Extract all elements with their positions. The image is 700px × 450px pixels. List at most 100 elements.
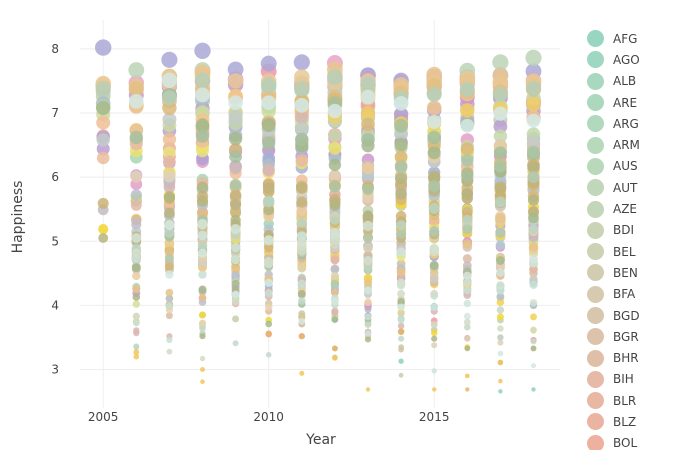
data-point[interactable]	[427, 100, 442, 116]
data-point[interactable]	[463, 299, 471, 308]
data-point[interactable]	[398, 346, 404, 353]
data-point[interactable]	[394, 150, 408, 164]
data-point[interactable]	[296, 196, 308, 208]
data-point[interactable]	[198, 286, 207, 294]
data-point[interactable]	[394, 118, 408, 133]
data-point[interactable]	[459, 81, 475, 97]
data-point[interactable]	[463, 312, 471, 320]
data-point[interactable]	[494, 160, 507, 173]
data-point[interactable]	[463, 286, 472, 295]
data-point[interactable]	[262, 182, 275, 194]
data-point[interactable]	[196, 181, 209, 194]
data-point[interactable]	[393, 96, 409, 111]
data-point[interactable]	[494, 146, 507, 160]
data-point[interactable]	[497, 339, 504, 346]
data-point[interactable]	[298, 318, 306, 325]
data-point[interactable]	[496, 306, 504, 314]
data-point[interactable]	[364, 313, 372, 321]
data-point[interactable]	[397, 328, 405, 335]
data-point[interactable]	[464, 335, 471, 342]
legend-item[interactable]: ARM	[582, 134, 697, 155]
data-point[interactable]	[430, 321, 438, 328]
data-point[interactable]	[492, 86, 508, 102]
data-point[interactable]	[161, 51, 178, 68]
data-point[interactable]	[427, 115, 442, 129]
data-point[interactable]	[130, 170, 143, 183]
data-point[interactable]	[165, 262, 174, 272]
data-point[interactable]	[461, 169, 474, 182]
data-point[interactable]	[297, 237, 307, 247]
data-point[interactable]	[331, 297, 339, 306]
data-point[interactable]	[129, 130, 143, 145]
data-point[interactable]	[329, 180, 341, 193]
data-point[interactable]	[162, 112, 177, 127]
data-point[interactable]	[329, 214, 341, 225]
data-point[interactable]	[163, 146, 176, 160]
data-point[interactable]	[364, 330, 372, 337]
data-point[interactable]	[428, 203, 440, 214]
data-point[interactable]	[529, 265, 538, 274]
data-point[interactable]	[460, 118, 475, 133]
data-point[interactable]	[397, 278, 406, 287]
data-point[interactable]	[364, 321, 372, 328]
data-point[interactable]	[431, 335, 438, 342]
data-point[interactable]	[131, 219, 142, 230]
data-point[interactable]	[330, 239, 340, 249]
data-point[interactable]	[265, 352, 272, 358]
data-point[interactable]	[195, 129, 210, 143]
legend-item[interactable]: AUT	[582, 177, 697, 198]
data-point[interactable]	[461, 154, 474, 167]
data-point[interactable]	[526, 113, 541, 128]
data-point[interactable]	[360, 77, 376, 93]
data-point[interactable]	[361, 117, 375, 132]
data-point[interactable]	[194, 42, 211, 59]
data-point[interactable]	[327, 69, 343, 85]
data-point[interactable]	[162, 132, 177, 146]
data-point[interactable]	[228, 131, 243, 146]
data-point[interactable]	[462, 224, 473, 235]
data-point[interactable]	[530, 313, 537, 321]
data-point[interactable]	[197, 240, 208, 251]
data-point[interactable]	[230, 199, 242, 211]
data-point[interactable]	[263, 235, 274, 246]
data-point[interactable]	[428, 180, 441, 192]
data-point[interactable]	[465, 387, 470, 392]
data-point[interactable]	[232, 315, 240, 323]
data-point[interactable]	[462, 239, 473, 249]
data-point[interactable]	[133, 353, 140, 360]
data-point[interactable]	[363, 233, 373, 243]
data-point[interactable]	[462, 261, 472, 270]
legend-item[interactable]: BGD	[582, 305, 697, 326]
data-point[interactable]	[529, 254, 538, 264]
data-point[interactable]	[330, 280, 339, 289]
data-point[interactable]	[131, 263, 141, 272]
data-point[interactable]	[296, 182, 308, 194]
data-point[interactable]	[330, 255, 340, 265]
data-point[interactable]	[98, 224, 109, 235]
data-point[interactable]	[460, 103, 475, 118]
data-point[interactable]	[164, 207, 175, 219]
data-point[interactable]	[364, 298, 372, 307]
legend-item[interactable]: BDI	[582, 220, 697, 241]
data-point[interactable]	[364, 336, 372, 343]
data-point[interactable]	[164, 246, 175, 256]
data-point[interactable]	[96, 115, 111, 130]
data-point[interactable]	[262, 136, 276, 150]
data-point[interactable]	[496, 313, 504, 321]
data-point[interactable]	[195, 118, 210, 133]
data-point[interactable]	[429, 246, 439, 257]
data-point[interactable]	[396, 220, 407, 231]
data-point[interactable]	[525, 49, 542, 66]
data-point[interactable]	[229, 189, 242, 201]
data-point[interactable]	[530, 363, 537, 369]
data-point[interactable]	[194, 72, 211, 89]
data-point[interactable]	[492, 68, 509, 84]
data-point[interactable]	[230, 224, 241, 235]
data-point[interactable]	[227, 61, 244, 78]
data-point[interactable]	[263, 204, 275, 216]
data-point[interactable]	[429, 226, 440, 237]
data-point[interactable]	[426, 86, 442, 102]
data-point[interactable]	[496, 298, 505, 307]
data-point[interactable]	[530, 326, 537, 334]
data-point[interactable]	[528, 212, 539, 224]
